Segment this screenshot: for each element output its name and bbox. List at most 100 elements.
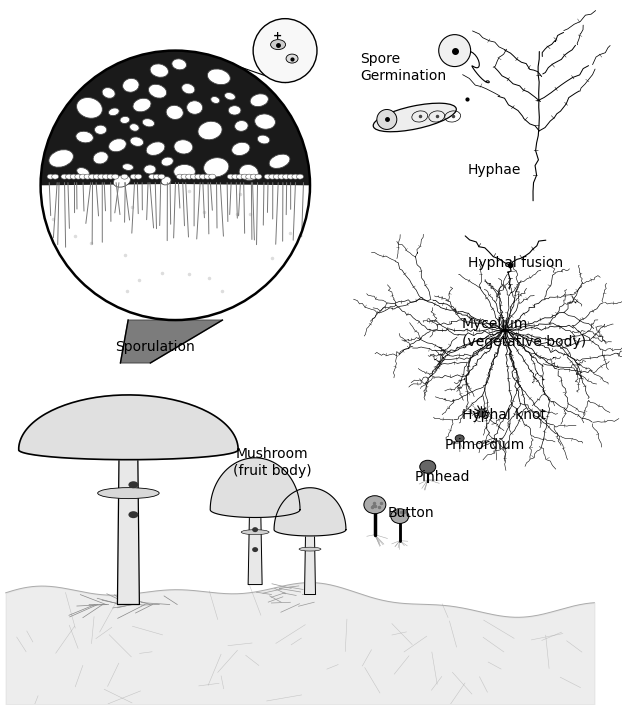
Text: Button: Button	[388, 505, 434, 520]
Ellipse shape	[174, 164, 196, 179]
Ellipse shape	[239, 164, 259, 180]
Ellipse shape	[187, 101, 202, 114]
Ellipse shape	[269, 174, 276, 179]
Ellipse shape	[283, 174, 290, 179]
Ellipse shape	[255, 174, 262, 179]
Ellipse shape	[47, 174, 54, 179]
Ellipse shape	[65, 174, 72, 179]
Ellipse shape	[88, 174, 96, 179]
Ellipse shape	[270, 39, 285, 49]
Ellipse shape	[52, 174, 59, 179]
Polygon shape	[210, 458, 300, 517]
Ellipse shape	[241, 174, 248, 179]
Text: Hyphal knot: Hyphal knot	[462, 408, 546, 422]
Ellipse shape	[297, 174, 303, 179]
Ellipse shape	[211, 97, 220, 104]
Text: Hyphae: Hyphae	[468, 164, 521, 178]
Circle shape	[439, 35, 470, 66]
Ellipse shape	[227, 174, 234, 179]
Ellipse shape	[198, 121, 222, 140]
Ellipse shape	[130, 123, 139, 131]
Ellipse shape	[130, 137, 143, 147]
Circle shape	[377, 109, 397, 130]
Ellipse shape	[174, 140, 193, 154]
Ellipse shape	[49, 149, 74, 167]
Ellipse shape	[209, 174, 216, 179]
Ellipse shape	[228, 106, 241, 115]
Ellipse shape	[391, 509, 409, 524]
Ellipse shape	[292, 174, 299, 179]
Ellipse shape	[84, 174, 91, 179]
Ellipse shape	[299, 547, 321, 551]
Polygon shape	[120, 320, 222, 363]
Ellipse shape	[255, 114, 275, 129]
Ellipse shape	[224, 92, 235, 100]
Ellipse shape	[102, 87, 115, 98]
Ellipse shape	[257, 135, 270, 144]
Ellipse shape	[108, 108, 119, 116]
Ellipse shape	[166, 105, 183, 119]
Text: Sporulation: Sporulation	[115, 340, 195, 354]
Ellipse shape	[250, 174, 257, 179]
Ellipse shape	[122, 164, 133, 171]
Ellipse shape	[269, 154, 290, 168]
Ellipse shape	[264, 174, 271, 179]
Ellipse shape	[113, 175, 130, 187]
Ellipse shape	[121, 174, 128, 179]
Ellipse shape	[158, 174, 165, 179]
Ellipse shape	[190, 174, 197, 179]
Text: Mycelium
(vegetative body): Mycelium (vegetative body)	[462, 317, 586, 349]
Ellipse shape	[186, 174, 193, 179]
Polygon shape	[19, 395, 238, 460]
Ellipse shape	[142, 118, 155, 127]
Text: Hyphal fusion: Hyphal fusion	[468, 256, 563, 270]
Ellipse shape	[232, 142, 250, 156]
Ellipse shape	[148, 85, 167, 98]
Ellipse shape	[77, 97, 102, 118]
Polygon shape	[40, 51, 310, 185]
Ellipse shape	[61, 174, 68, 179]
Ellipse shape	[79, 174, 87, 179]
Polygon shape	[305, 529, 315, 594]
Text: Primordium: Primordium	[445, 438, 525, 452]
Ellipse shape	[146, 142, 165, 155]
Ellipse shape	[195, 174, 202, 179]
Ellipse shape	[176, 174, 183, 179]
Ellipse shape	[93, 174, 100, 179]
Ellipse shape	[144, 165, 156, 174]
Ellipse shape	[112, 174, 119, 179]
Ellipse shape	[455, 435, 464, 442]
Ellipse shape	[245, 174, 253, 179]
Ellipse shape	[95, 125, 107, 135]
Ellipse shape	[199, 174, 206, 179]
Ellipse shape	[286, 54, 298, 63]
Text: Spore
Germination: Spore Germination	[360, 52, 446, 83]
Ellipse shape	[182, 84, 195, 94]
Ellipse shape	[153, 174, 160, 179]
Ellipse shape	[237, 174, 244, 179]
Ellipse shape	[93, 152, 108, 164]
Ellipse shape	[278, 174, 285, 179]
Ellipse shape	[287, 174, 294, 179]
Ellipse shape	[98, 488, 159, 498]
Ellipse shape	[250, 94, 269, 106]
Text: Mushroom
(fruit body): Mushroom (fruit body)	[233, 447, 312, 479]
Ellipse shape	[204, 174, 211, 179]
Ellipse shape	[120, 116, 130, 123]
Ellipse shape	[108, 139, 126, 152]
Circle shape	[40, 51, 310, 320]
Ellipse shape	[161, 157, 173, 166]
Ellipse shape	[98, 174, 105, 179]
Ellipse shape	[128, 511, 138, 518]
Ellipse shape	[70, 174, 77, 179]
Ellipse shape	[252, 547, 258, 552]
Ellipse shape	[161, 177, 171, 185]
Ellipse shape	[77, 168, 89, 176]
Ellipse shape	[181, 174, 188, 179]
Ellipse shape	[107, 174, 114, 179]
Circle shape	[253, 18, 317, 82]
Ellipse shape	[232, 174, 239, 179]
Ellipse shape	[150, 64, 168, 78]
Polygon shape	[248, 510, 262, 584]
Ellipse shape	[273, 174, 280, 179]
